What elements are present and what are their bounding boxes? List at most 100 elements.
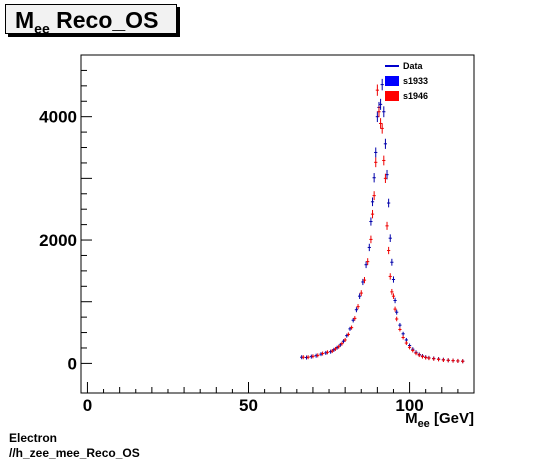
- data-point-s1933: [393, 297, 397, 304]
- data-point-s1946: [395, 316, 399, 322]
- data-point-s1946: [311, 354, 315, 359]
- data-point-s1946: [362, 277, 367, 284]
- data-point-s1946: [407, 345, 412, 350]
- data-point-s1946: [346, 332, 350, 337]
- legend-label: Data: [403, 61, 424, 71]
- data-point-s1946: [378, 118, 383, 129]
- data-point-s1933: [398, 323, 402, 328]
- data-point-s1946: [369, 235, 373, 244]
- data-point-s1946: [390, 288, 394, 295]
- data-point-s1946: [343, 337, 347, 342]
- data-point-s1946: [424, 355, 428, 360]
- data-point-s1933: [354, 307, 359, 313]
- data-point-s1933: [385, 169, 389, 180]
- data-point-s1946: [377, 106, 381, 118]
- data-point-s1946: [456, 358, 460, 363]
- data-point-s1946: [380, 123, 384, 134]
- data-point-s1946: [417, 353, 421, 358]
- chart-title: Mee Reco_OS: [15, 7, 159, 37]
- data-point-s1946: [356, 304, 360, 310]
- data-point-s1933: [361, 278, 365, 286]
- y-tick-label: 4000: [39, 108, 77, 127]
- data-point-s1933: [387, 198, 391, 208]
- data-point-s1946: [446, 358, 450, 363]
- data-point-s1946: [436, 357, 441, 362]
- data-point-s1946: [333, 346, 338, 351]
- data-point-s1946: [359, 290, 363, 296]
- data-point-s1946: [366, 258, 370, 266]
- data-point-s1946: [388, 273, 392, 280]
- data-point-s1946: [382, 155, 386, 166]
- data-point-s1946: [372, 191, 376, 201]
- data-point-s1946: [441, 358, 445, 363]
- data-point-s1946: [387, 246, 391, 255]
- data-point-s1946: [370, 209, 375, 219]
- footer-path: //h_zee_mee_Reco_OS: [9, 446, 140, 460]
- data-point-s1933: [374, 147, 378, 158]
- data-point-s1946: [375, 84, 379, 96]
- data-point-s1946: [349, 325, 354, 330]
- plot-frame: [80, 54, 475, 394]
- legend-swatch-icon: [385, 76, 399, 86]
- data-point-s1933: [338, 342, 342, 347]
- data-point-s1933: [382, 106, 386, 118]
- data-point-s1946: [432, 356, 436, 361]
- data-point-s1946: [316, 353, 320, 358]
- y-tick-label: 0: [68, 354, 77, 373]
- data-point-s1946: [414, 351, 418, 356]
- data-point-s1933: [369, 217, 373, 226]
- chart-title-box: Mee Reco_OS: [5, 4, 177, 37]
- data-point-s1946: [301, 355, 305, 360]
- data-point-s1946: [411, 348, 415, 353]
- data-point-s1946: [401, 335, 405, 340]
- data-point-s1933: [388, 234, 392, 243]
- data-point-s1933: [329, 349, 333, 354]
- x-axis-label: Mee [GeV]: [405, 410, 474, 430]
- data-point-s1946: [385, 221, 389, 230]
- data-point-s1933: [348, 326, 352, 331]
- data-point-s1946: [306, 355, 310, 360]
- data-point-s1946: [325, 350, 330, 355]
- legend-swatch-icon: [385, 91, 399, 101]
- data-point-s1946: [398, 327, 402, 332]
- footer-label: Electron: [9, 431, 58, 445]
- data-point-s1933: [378, 98, 383, 110]
- data-point-s1946: [391, 293, 396, 299]
- data-point-s1946: [393, 306, 397, 312]
- data-point-s1933: [383, 138, 388, 149]
- data-point-s1933: [319, 352, 323, 357]
- data-point-s1946: [340, 341, 344, 346]
- data-point-s1933: [345, 333, 349, 338]
- x-tick-label: 100: [395, 396, 423, 415]
- data-point-s1933: [401, 331, 405, 336]
- data-point-s1946: [353, 316, 357, 321]
- legend-label: s1933: [403, 76, 428, 86]
- data-point-s1933: [375, 111, 379, 123]
- data-point-s1946: [461, 359, 465, 364]
- x-tick-label: 0: [83, 396, 92, 415]
- data-point-s1946: [420, 354, 425, 359]
- data-point-s1933: [335, 345, 339, 350]
- data-point-s1933: [372, 173, 376, 183]
- legend-label: s1946: [403, 91, 428, 101]
- data-point-s1933: [358, 293, 362, 299]
- data-point-s1946: [383, 173, 388, 184]
- data-point-s1933: [367, 243, 371, 252]
- data-point-s1946: [374, 157, 378, 168]
- data-point-s1946: [337, 344, 341, 349]
- data-point-s1933: [341, 339, 346, 344]
- x-tick-label: 50: [239, 396, 258, 415]
- data-point-s1933: [395, 309, 399, 315]
- data-point-s1933: [370, 197, 375, 207]
- data-point-s1933: [380, 78, 384, 91]
- y-tick-label: 2000: [39, 231, 77, 250]
- data-point-s1946: [330, 349, 334, 354]
- data-point-s1946: [427, 356, 431, 361]
- data-point-s1933: [390, 258, 394, 266]
- data-point-s1933: [391, 276, 396, 283]
- data-point-s1933: [364, 261, 368, 269]
- data-point-s1933: [324, 350, 328, 355]
- data-point-s1946: [320, 351, 325, 356]
- data-point-s1933: [351, 317, 355, 323]
